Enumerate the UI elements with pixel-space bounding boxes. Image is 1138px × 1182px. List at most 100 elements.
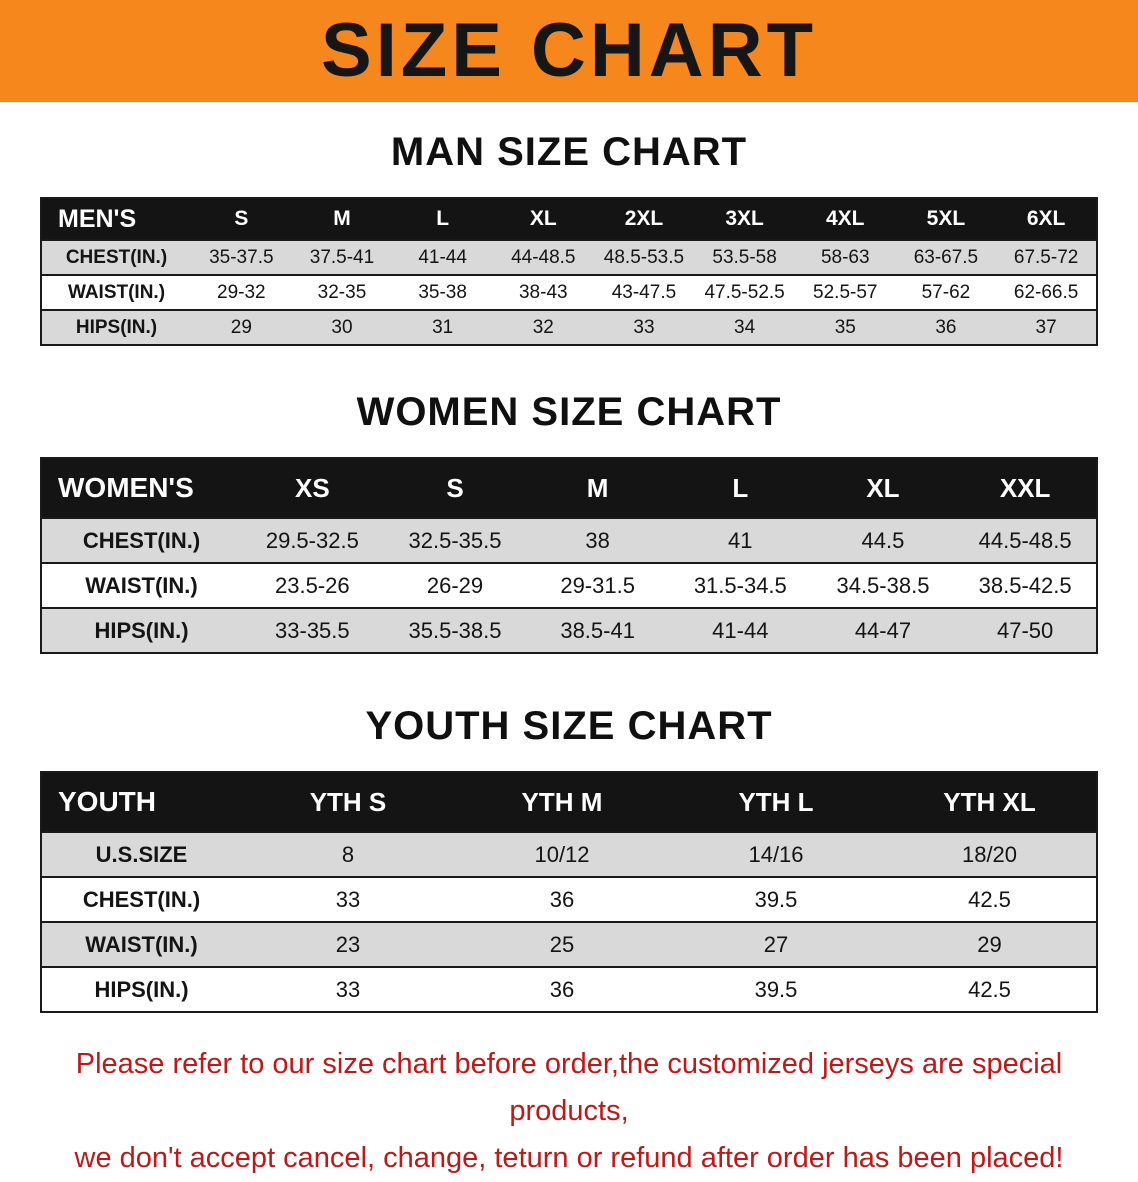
table-row: WAIST(IN.) 23.5-26 26-29 29-31.5 31.5-34.5 34…	[41, 563, 1097, 608]
size-value-cell: 35-37.5	[209, 246, 274, 268]
size-value-cell: 33	[633, 316, 655, 338]
youth-section-title: YOUTH SIZE CHART	[365, 704, 773, 748]
size-value-cell: 32.5-35.5	[408, 527, 502, 553]
size-column-header: XL	[492, 198, 594, 240]
size-value-cell: 33	[335, 976, 361, 1002]
size-value-cell: 33	[335, 886, 361, 912]
men-size-chart-section: MAN SIZE CHART MEN'S S M L XL 2XL 3XL 4XL 5XL 6XL…	[0, 130, 1138, 346]
women-size-table: WOMEN'S XS S M L XL XXL CHEST(IN.) 29.5-32.5 32.5…	[40, 457, 1098, 654]
size-value-cell: 32-35	[317, 281, 367, 303]
table-row: HIPS(IN.) 33 36 39.5 42.5	[41, 967, 1097, 1012]
size-column-header: YTH M	[455, 772, 669, 832]
size-value-cell: 47.5-52.5	[704, 281, 785, 303]
size-value-cell: 29-31.5	[560, 572, 635, 598]
size-column-header: 3XL	[694, 198, 795, 240]
size-column-header: S	[191, 198, 292, 240]
size-value-cell: 14/16	[748, 841, 804, 867]
size-value-cell: 33-35.5	[275, 617, 350, 643]
size-value-cell: 42.5	[968, 886, 1011, 912]
table-category-header: YOUTH	[41, 772, 241, 832]
table-row: CHEST(IN.) 33 36 39.5 42.5	[41, 877, 1097, 922]
size-value-cell: 62-66.5	[1013, 281, 1079, 303]
size-value-cell: 29-32	[217, 281, 266, 303]
size-value-cell: 38-43	[518, 281, 568, 303]
size-value-cell: 38.5-42.5	[978, 572, 1072, 598]
men-size-table: MEN'S S M L XL 2XL 3XL 4XL 5XL 6XL CHEST(IN.) 35-37…	[40, 197, 1098, 346]
size-value-cell: 38.5-41	[560, 617, 635, 643]
table-row: HIPS(IN.) 29 30 31 32 33 34 35 36 37	[41, 310, 1097, 345]
size-value-cell: 31	[432, 316, 454, 338]
size-value-cell: 23	[335, 931, 361, 957]
size-value-cell: 18/20	[961, 841, 1018, 867]
youth-size-table: YOUTH YTH S YTH M YTH L YTH XL U.S.SIZE 8 10/12…	[40, 771, 1098, 1013]
table-row: WAIST(IN.) 29-32 32-35 35-38 38-43 43-47.5 47.…	[41, 275, 1097, 310]
row-label: HIPS(IN.)	[94, 976, 189, 1002]
size-value-cell: 57-62	[921, 281, 971, 303]
size-column-header: L	[392, 198, 493, 240]
size-column-header: YTH XL	[883, 772, 1097, 832]
size-value-cell: 58-63	[820, 246, 870, 268]
size-value-cell: 41	[728, 527, 753, 553]
row-label: CHEST(IN.)	[65, 246, 168, 268]
size-value-cell: 47-50	[997, 617, 1054, 643]
size-value-cell: 29	[230, 316, 252, 338]
row-label: WAIST(IN.)	[85, 931, 198, 957]
size-column-header: XXL	[954, 458, 1097, 518]
size-column-header: M	[291, 198, 393, 240]
size-value-cell: 41-44	[418, 246, 467, 268]
size-value-cell: 10/12	[534, 841, 590, 867]
table-header-row: YOUTH YTH S YTH M YTH L YTH XL	[41, 772, 1097, 832]
size-value-cell: 36	[935, 316, 957, 338]
size-column-header: 6XL	[996, 198, 1097, 240]
men-section-title: MAN SIZE CHART	[390, 130, 748, 174]
footer-disclaimer-line-2: we don't accept cancel, change, teturn o…	[74, 1141, 1064, 1174]
size-value-cell: 37	[1035, 316, 1057, 338]
row-label: WAIST(IN.)	[85, 572, 198, 598]
size-value-cell: 44-48.5	[511, 246, 576, 268]
table-row: CHEST(IN.) 35-37.5 37.5-41 41-44 44-48.5 48.5…	[41, 240, 1097, 275]
women-section-title: WOMEN SIZE CHART	[356, 390, 782, 434]
size-value-cell: 36	[549, 886, 575, 912]
size-column-header: M	[526, 458, 669, 518]
size-value-cell: 42.5	[968, 976, 1011, 1002]
size-value-cell: 29	[977, 931, 1002, 957]
size-value-cell: 48.5-53.5	[603, 246, 685, 268]
size-column-header: S	[383, 458, 527, 518]
footer-disclaimer-line-1: Please refer to our size chart before or…	[75, 1048, 1063, 1127]
size-value-cell: 31.5-34.5	[693, 572, 787, 598]
size-value-cell: 8	[341, 841, 355, 867]
size-value-cell: 41-44	[712, 617, 769, 643]
size-column-header: YTH L	[669, 772, 883, 832]
table-row: CHEST(IN.) 29.5-32.5 32.5-35.5 38 41 44.5 44.5…	[41, 518, 1097, 563]
size-value-cell: 44-47	[854, 617, 912, 643]
size-value-cell: 43-47.5	[611, 281, 677, 303]
table-header-row: WOMEN'S XS S M L XL XXL	[41, 458, 1097, 518]
table-header-row: MEN'S S M L XL 2XL 3XL 4XL 5XL 6XL	[41, 198, 1097, 240]
size-column-header: 4XL	[794, 198, 896, 240]
size-chart-banner: SIZE CHART	[0, 0, 1138, 102]
size-value-cell: 44.5	[861, 527, 905, 553]
size-value-cell: 35	[834, 316, 856, 338]
row-label: U.S.SIZE	[95, 841, 188, 867]
size-value-cell: 29.5-32.5	[265, 527, 359, 553]
table-row: WAIST(IN.) 23 25 27 29	[41, 922, 1097, 967]
size-value-cell: 67.5-72	[1013, 246, 1079, 268]
size-value-cell: 35-38	[418, 281, 467, 303]
size-column-header: 2XL	[593, 198, 695, 240]
size-column-header: YTH S	[241, 772, 455, 832]
footer-disclaimer: Please refer to our size chart before or…	[29, 1041, 1109, 1182]
size-value-cell: 23.5-26	[275, 572, 350, 598]
size-value-cell: 26-29	[426, 572, 484, 598]
table-category-header: MEN'S	[41, 198, 191, 240]
size-value-cell: 53.5-58	[712, 246, 777, 268]
size-value-cell: 27	[763, 931, 789, 957]
table-row: U.S.SIZE 8 10/12 14/16 18/20	[41, 832, 1097, 877]
size-value-cell: 37.5-41	[309, 246, 375, 268]
size-value-cell: 39.5	[754, 976, 798, 1002]
size-value-cell: 52.5-57	[813, 281, 878, 303]
youth-size-chart-section: YOUTH SIZE CHART YOUTH YTH S YTH M YTH L YTH…	[0, 704, 1138, 1013]
size-value-cell: 38	[585, 527, 610, 553]
size-value-cell: 25	[549, 931, 575, 957]
table-category-header: WOMEN'S	[41, 458, 241, 518]
row-label: CHEST(IN.)	[82, 886, 201, 912]
